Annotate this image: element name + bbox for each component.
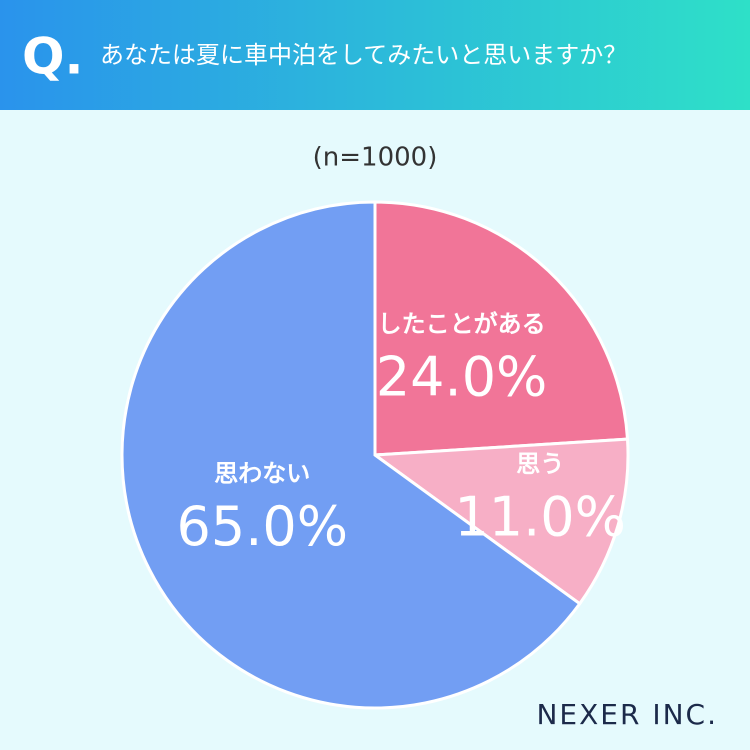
logo: NEXER INC. xyxy=(536,698,718,731)
slice-category-label: 思わない xyxy=(214,459,310,487)
pie xyxy=(120,200,630,710)
question-marker: Q. xyxy=(22,28,84,86)
slice-value-label: 24.0% xyxy=(376,345,548,408)
slice-value-label: 65.0% xyxy=(177,495,349,558)
chart-subtitle: (n=1000) xyxy=(313,143,438,173)
slice-category-label: したことがある xyxy=(378,310,546,338)
pie-slice xyxy=(120,200,582,710)
slice-value-label: 11.0% xyxy=(454,486,626,549)
pie-slice xyxy=(370,437,630,606)
pie-slice xyxy=(373,200,630,457)
header-band xyxy=(0,0,750,110)
chart-title: あなたは夏に車中泊をしてみたいと思いますか？ xyxy=(100,41,627,69)
slice-category-label: 思う xyxy=(516,450,564,478)
